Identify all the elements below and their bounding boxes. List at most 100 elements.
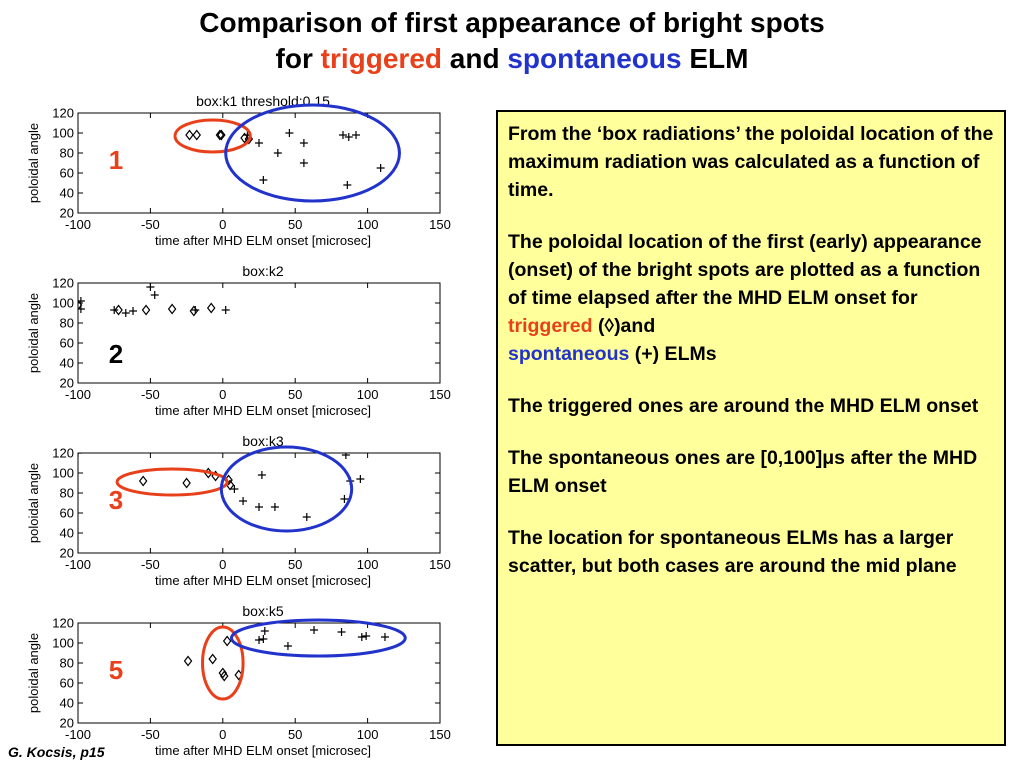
x-tick-label: 50: [288, 727, 302, 742]
spontaneous-point: [78, 305, 85, 313]
y-tick-label: 120: [52, 276, 74, 291]
y-axis-label: poloidal angle: [26, 633, 41, 713]
explanation-p1: From the ‘box radiations’ the poloidal l…: [508, 123, 994, 201]
x-tick-label: -100: [65, 557, 91, 572]
y-tick-label: 60: [60, 166, 74, 181]
triggered-point: [141, 304, 151, 316]
page-title-line2: for triggered and spontaneous ELM: [0, 42, 1024, 76]
x-tick-label: -100: [65, 217, 91, 232]
triggered-ellipse: [173, 118, 252, 154]
spontaneous-point: [376, 164, 385, 172]
triggered-point: [138, 475, 148, 487]
chart-title: box:k2: [242, 263, 283, 279]
triggered-ellipse: [201, 625, 245, 701]
legend-triggered-line: triggered (◊)and: [508, 312, 994, 340]
spontaneous-point: [191, 306, 200, 314]
x-tick-label: -50: [141, 727, 160, 742]
spontaneous-point: [78, 297, 85, 305]
x-tick-label: 50: [288, 387, 302, 402]
y-tick-label: 40: [60, 696, 74, 711]
chart-panel-2: -100 -50 0 50 100 150 20 40 60 80 100 120 box:k2 time…: [26, 263, 451, 418]
explanation-p3: The triggered ones are around the MHD EL…: [508, 395, 979, 417]
y-tick-label: 60: [60, 506, 74, 521]
y-tick-label: 120: [52, 446, 74, 461]
y-tick-label: 100: [52, 636, 74, 651]
x-tick-label: 150: [429, 727, 451, 742]
y-tick-label: 40: [60, 356, 74, 371]
spontaneous-point: [257, 471, 266, 479]
chart-panel-5: -100 -50 0 50 100 150 20 40 60 80 100 120 box:k5 time…: [26, 603, 451, 758]
data-points: [183, 626, 389, 682]
spontaneous-ellipse: [224, 103, 401, 203]
y-axis-label: poloidal angle: [26, 293, 41, 373]
spontaneous-point: [273, 149, 282, 157]
spontaneous-point: [285, 129, 294, 137]
spontaneous-point: [362, 632, 371, 640]
legend-triggered-marker: (◊)and: [597, 315, 656, 337]
chart-title: box:k5: [242, 603, 283, 619]
triggered-point: [215, 129, 225, 141]
spontaneous-point: [150, 291, 159, 299]
x-tick-label: 0: [219, 727, 226, 742]
spontaneous-point: [110, 306, 119, 314]
triggered-point: [185, 129, 194, 141]
x-axis-label: time after MHD ELM onset [microsec]: [155, 233, 371, 248]
panel-label: 5: [109, 655, 123, 685]
legend-spontaneous-line: spontaneous (+) ELMs: [508, 340, 994, 368]
spontaneous-point: [299, 139, 308, 147]
title-and: and: [449, 43, 500, 74]
spontaneous-point: [302, 513, 311, 521]
triggered-point: [222, 635, 232, 647]
explanation-p5: The location for spontaneous ELMs has a …: [508, 527, 957, 577]
y-tick-label: 20: [60, 546, 74, 561]
spontaneous-point: [78, 453, 82, 457]
y-tick-label: 60: [60, 336, 74, 351]
plot-frame: [77, 112, 441, 214]
spontaneous-point: [259, 635, 268, 643]
triggered-point: [189, 305, 199, 317]
title-triggered: triggered: [320, 43, 442, 74]
x-tick-label: 150: [429, 217, 451, 232]
spontaneous-point: [255, 139, 263, 147]
spontaneous-point: [357, 633, 366, 641]
spontaneous-point: [299, 159, 308, 167]
triggered-point: [192, 129, 201, 141]
x-axis-label: time after MHD ELM onset [microsec]: [155, 403, 371, 418]
title-spontaneous: spontaneous: [507, 43, 682, 74]
spontaneous-point: [270, 503, 279, 511]
y-tick-label: 80: [60, 146, 74, 161]
x-axis-label: time after MHD ELM onset [microsec]: [155, 743, 371, 758]
y-axis-label: poloidal angle: [26, 463, 41, 543]
y-tick-label: 120: [52, 616, 74, 631]
spontaneous-point: [338, 131, 347, 139]
spontaneous-point: [239, 497, 248, 505]
triggered-point: [167, 303, 177, 315]
spontaneous-point: [255, 503, 263, 511]
y-tick-label: 100: [52, 466, 74, 481]
spontaneous-point: [259, 176, 268, 184]
x-tick-label: 0: [219, 387, 226, 402]
legend-spontaneous-marker: (+) ELMs: [634, 343, 717, 365]
spontaneous-point: [121, 309, 130, 317]
spontaneous-point: [255, 636, 263, 644]
y-tick-label: 20: [60, 716, 74, 731]
triggered-point: [217, 129, 226, 141]
triggered-point: [182, 477, 191, 489]
panel-label: 2: [109, 339, 123, 369]
y-tick-label: 100: [52, 296, 74, 311]
y-tick-label: 120: [52, 106, 74, 121]
y-tick-label: 80: [60, 316, 74, 331]
spontaneous-point: [340, 495, 349, 503]
x-tick-label: -100: [65, 387, 91, 402]
spontaneous-point: [283, 642, 292, 650]
x-tick-label: 50: [288, 557, 302, 572]
triggered-point: [183, 655, 193, 667]
triggered-point: [218, 667, 228, 679]
spontaneous-point: [146, 283, 155, 291]
spontaneous-ellipse: [219, 445, 354, 533]
y-tick-label: 100: [52, 126, 74, 141]
spontaneous-ellipse: [229, 618, 407, 658]
x-tick-label: -50: [141, 557, 160, 572]
chart-panel-3: -100 -50 0 50 100 150 20 40 60 80 100 120 box:k3 time…: [26, 433, 451, 588]
spontaneous-point: [356, 475, 365, 483]
